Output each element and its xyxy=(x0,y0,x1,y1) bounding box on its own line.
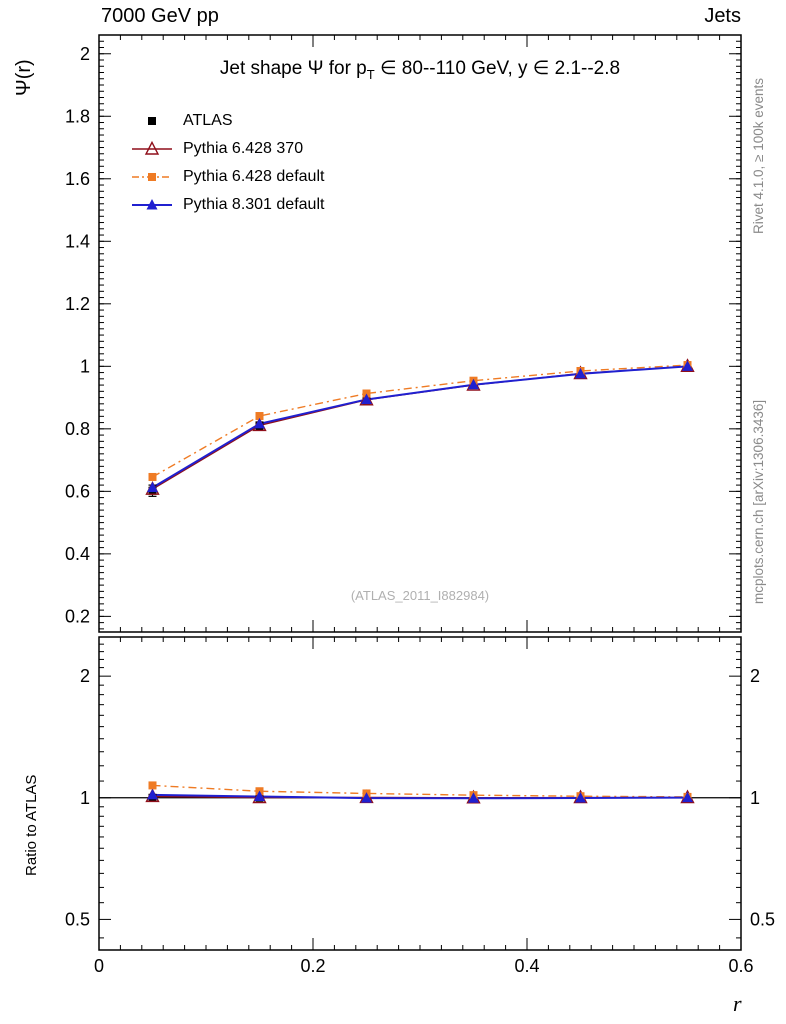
plot-title-suffix: ∈ 80--110 GeV, y ∈ 2.1--2.8 xyxy=(374,58,621,79)
legend-label: Pythia 6.428 370 xyxy=(183,140,304,157)
svg-text:2: 2 xyxy=(80,666,90,686)
main-panel-series xyxy=(145,358,695,497)
y-axis-label-main: Ψ(r) xyxy=(13,59,35,96)
legend-label: Pythia 6.428 default xyxy=(183,168,325,185)
rivet-version-note: Rivet 4.1.0, ≥ 100k events xyxy=(751,78,766,234)
svg-text:1.6: 1.6 xyxy=(65,169,90,189)
legend-marker-pythia6-370-icon xyxy=(132,140,172,155)
svg-text:0.4: 0.4 xyxy=(514,956,539,976)
legend-item: Pythia 6.428 default xyxy=(130,163,324,191)
legend-marker-pythia6-default-icon xyxy=(132,173,172,181)
svg-text:1.8: 1.8 xyxy=(65,106,90,126)
svg-text:1.4: 1.4 xyxy=(65,231,90,251)
x-axis-label: r xyxy=(733,991,742,1016)
svg-text:1: 1 xyxy=(80,788,90,808)
ratio-panel-series xyxy=(99,781,741,804)
svg-text:2: 2 xyxy=(80,44,90,64)
svg-text:0.2: 0.2 xyxy=(300,956,325,976)
ratio-panel-frame xyxy=(98,636,742,951)
svg-text:0.6: 0.6 xyxy=(728,956,753,976)
analysis-id-watermark: (ATLAS_2011_I882984) xyxy=(350,588,490,603)
svg-text:2: 2 xyxy=(750,666,760,686)
plot-title-subscript: T xyxy=(366,67,375,82)
plot-title: Jet shape Ψ for pT ∈ 80--110 GeV, y ∈ 2.… xyxy=(99,57,741,82)
analysis-category-label: Jets xyxy=(704,5,741,27)
y-axis-label-ratio: Ratio to ATLAS xyxy=(23,774,40,876)
svg-text:0: 0 xyxy=(94,956,104,976)
svg-text:1: 1 xyxy=(750,788,760,808)
svg-text:1: 1 xyxy=(80,356,90,376)
legend-marker-atlas-icon xyxy=(148,117,156,125)
beam-energy-label: 7000 GeV pp xyxy=(101,5,219,27)
svg-text:0.4: 0.4 xyxy=(65,544,90,564)
main-panel-frame xyxy=(98,34,742,633)
legend: ATLAS Pythia 6.428 370 Pythia 6.428 defaul… xyxy=(130,107,324,219)
plot-title-text: Jet shape Ψ for p xyxy=(219,58,367,79)
svg-text:0.8: 0.8 xyxy=(65,419,90,439)
axis-tick-labels: 0 0.2 0.4 0.6 0.2 0.4 0.6 0.8 1 1.2 1.4 1.6 1.8 2 0.5 0… xyxy=(65,44,775,976)
svg-text:0.2: 0.2 xyxy=(65,606,90,626)
svg-text:0.5: 0.5 xyxy=(65,909,90,929)
legend-item: Pythia 8.301 default xyxy=(130,191,324,219)
mcplots-attribution-note: mcplots.cern.ch [arXiv:1306.3436] xyxy=(751,399,766,604)
legend-label: ATLAS xyxy=(183,112,233,129)
legend-marker-pythia8-default-icon xyxy=(132,199,172,210)
svg-text:0.6: 0.6 xyxy=(65,481,90,501)
legend-label: Pythia 8.301 default xyxy=(183,196,325,213)
svg-text:1.2: 1.2 xyxy=(65,294,90,314)
legend-item: Pythia 6.428 370 xyxy=(130,135,324,163)
legend-item: ATLAS xyxy=(130,107,324,135)
svg-text:0.5: 0.5 xyxy=(750,909,775,929)
